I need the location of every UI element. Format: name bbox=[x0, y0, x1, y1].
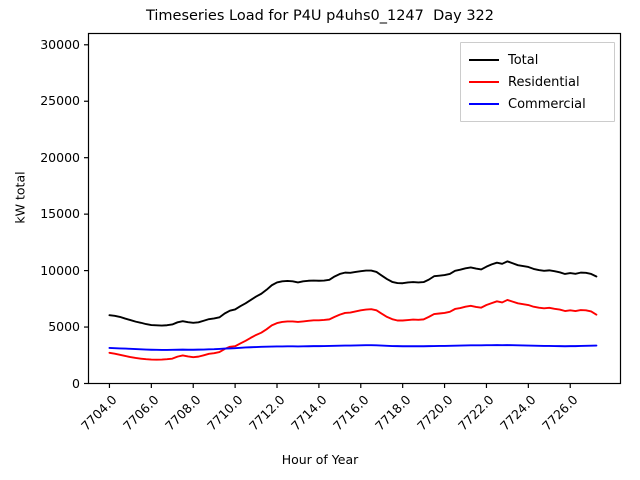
legend-label-commercial: Commercial bbox=[508, 96, 586, 112]
legend-swatch-commercial bbox=[469, 103, 499, 105]
y-tick-label: 0 bbox=[72, 375, 80, 391]
legend-item-total: Total bbox=[469, 49, 606, 71]
y-tick-label: 5000 bbox=[48, 319, 80, 335]
legend-swatch-total bbox=[469, 59, 499, 61]
series-lines bbox=[108, 260, 598, 361]
legend-swatch-residential bbox=[469, 81, 499, 83]
series-line-total bbox=[108, 260, 598, 327]
y-tick-label: 25000 bbox=[40, 93, 80, 109]
legend-label-residential: Residential bbox=[508, 74, 580, 90]
y-tick-label: 15000 bbox=[40, 206, 80, 222]
y-tick-label: 20000 bbox=[40, 149, 80, 165]
axes-frame bbox=[87, 32, 622, 385]
series-line-residential bbox=[108, 299, 598, 361]
chart-title: Timeseries Load for P4U p4uhs0_1247 Day … bbox=[145, 8, 495, 24]
y-tick-label: 10000 bbox=[40, 262, 80, 278]
legend-item-commercial: Commercial bbox=[469, 93, 606, 115]
chart-legend: Total Residential Commercial bbox=[460, 42, 615, 122]
legend-label-total: Total bbox=[508, 52, 539, 68]
y-tick-label: 30000 bbox=[40, 36, 80, 52]
tick-marks bbox=[84, 44, 571, 388]
legend-item-residential: Residential bbox=[469, 71, 606, 93]
series-line-commercial bbox=[108, 344, 598, 351]
x-axis-label: Hour of Year bbox=[281, 452, 359, 467]
